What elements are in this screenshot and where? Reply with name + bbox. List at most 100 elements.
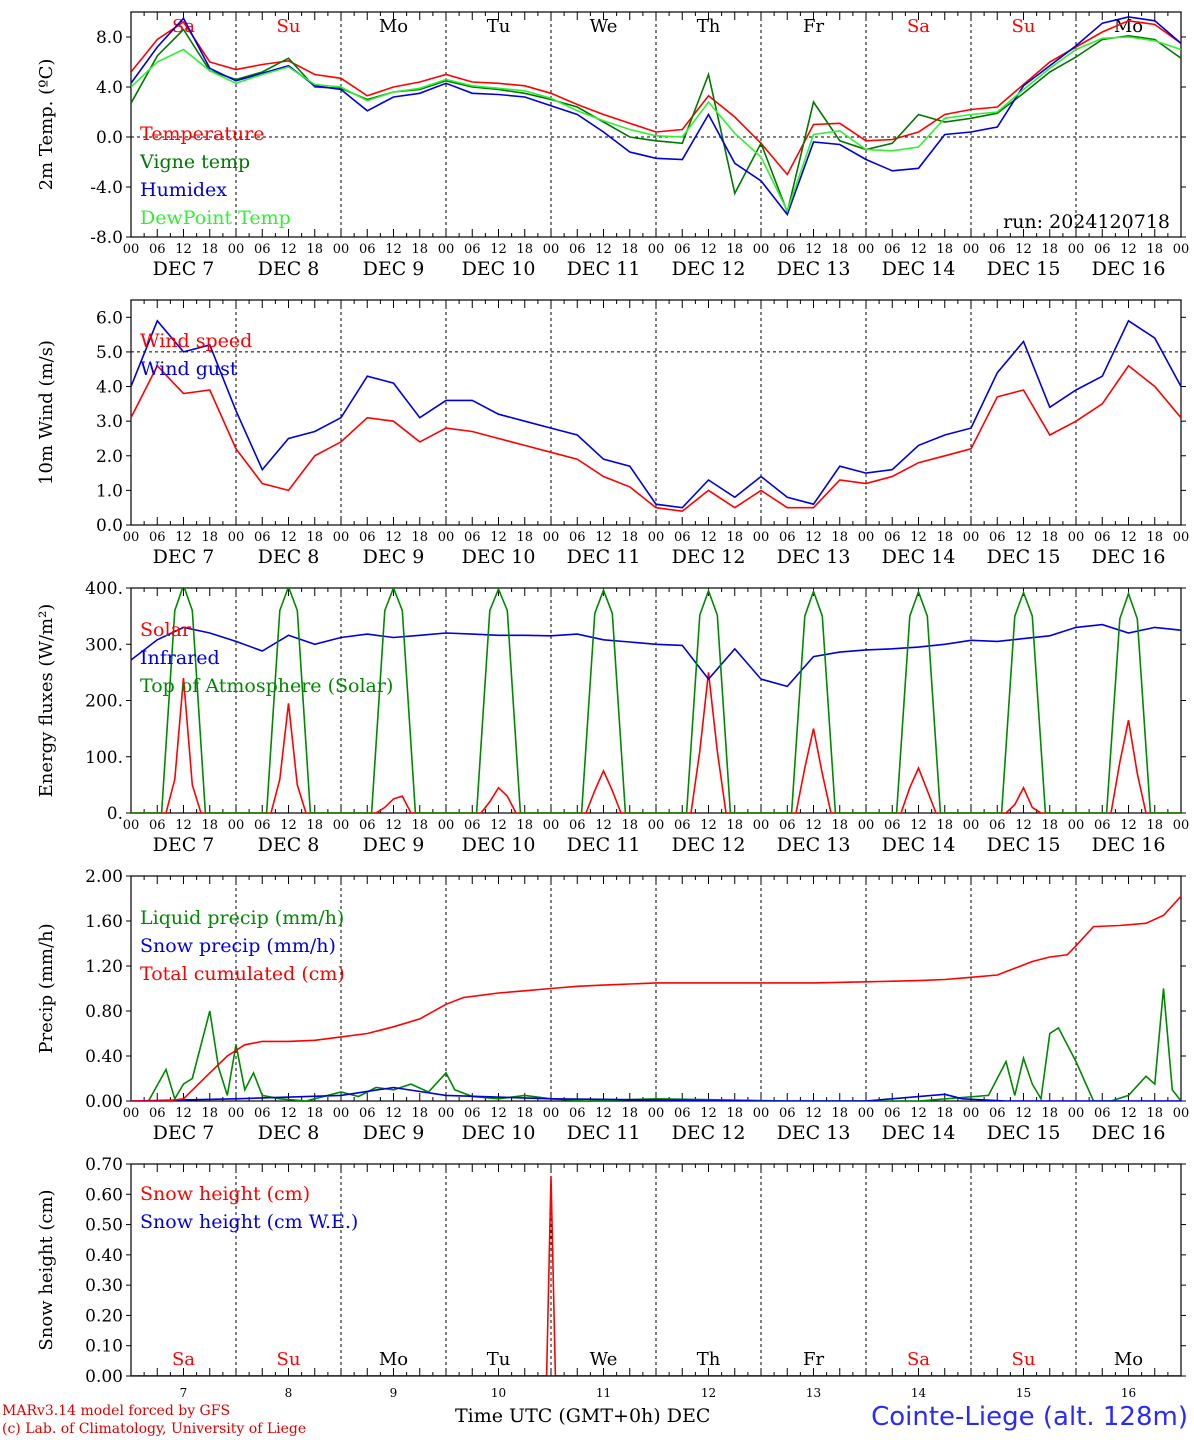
date-label: DEC 11 (567, 1122, 641, 1144)
y-tick-label: 0.00 (85, 1367, 123, 1387)
legend-entry: DewPoint Temp (140, 207, 291, 229)
y-tick-label: 300. (85, 635, 123, 655)
hour-tick-label: 12 (910, 818, 927, 833)
date-label: DEC 8 (258, 258, 320, 280)
hour-tick-label: 12 (1120, 1106, 1137, 1121)
hour-tick-label: 06 (359, 1106, 376, 1121)
hour-tick-label: 06 (884, 530, 901, 545)
date-label: DEC 9 (363, 834, 425, 856)
date-label: DEC 13 (777, 546, 851, 568)
y-tick-label: 200. (85, 692, 123, 712)
date-label: DEC 14 (882, 1122, 956, 1144)
date-label: DEC 10 (462, 546, 536, 568)
date-label: DEC 16 (1092, 834, 1166, 856)
legend-entry: Total cumulated (cm) (140, 963, 345, 985)
hour-tick-label: 18 (726, 242, 743, 257)
y-tick-label: 100. (85, 748, 123, 768)
date-label: DEC 16 (1092, 1122, 1166, 1144)
hour-tick-label: 12 (1015, 818, 1032, 833)
hour-tick-label: 12 (910, 530, 927, 545)
run-label: run: 2024120718 (1003, 211, 1170, 233)
hour-tick-label: 06 (779, 818, 796, 833)
hour-tick-label: 06 (464, 530, 481, 545)
date-label: DEC 7 (153, 1122, 215, 1144)
hour-tick-label: 18 (1041, 242, 1058, 257)
y-tick-label: -4.0 (90, 178, 123, 198)
series-line-snow-precip-mm-h- (131, 1086, 1181, 1101)
date-label: DEC 12 (672, 258, 746, 280)
hour-tick-label: 06 (149, 1106, 166, 1121)
hour-tick-label: 06 (1094, 530, 1111, 545)
hour-tick-label: 18 (726, 818, 743, 833)
station-label: Cointe-Liege (alt. 128m) (871, 1402, 1188, 1432)
y-tick-label: 5.0 (96, 343, 123, 363)
hour-tick-label: 18 (936, 530, 953, 545)
date-label: DEC 14 (882, 258, 956, 280)
hour-tick-label: 12 (490, 242, 507, 257)
weekday-label: Sa (907, 16, 930, 37)
weekday-label: Su (277, 16, 301, 37)
hour-tick-label: 00 (438, 530, 455, 545)
weekday-label: Mo (379, 1349, 408, 1370)
hour-tick-label: 00 (648, 818, 665, 833)
hour-tick-label: 18 (936, 1106, 953, 1121)
hour-tick-label: 06 (779, 242, 796, 257)
hour-tick-label: 00 (333, 818, 350, 833)
hour-tick-label: 18 (1041, 818, 1058, 833)
hour-tick-label: 12 (280, 818, 297, 833)
hour-tick-label: 00 (1173, 818, 1190, 833)
hour-tick-label: 18 (516, 242, 533, 257)
weekday-label: Mo (379, 16, 408, 37)
hour-tick-label: 06 (989, 242, 1006, 257)
weekday-label: We (590, 16, 618, 37)
hour-tick-label: 06 (254, 530, 271, 545)
legend-entry: Solar (140, 619, 192, 641)
date-label: DEC 15 (987, 1122, 1061, 1144)
y-axis-title: Energy fluxes (W/m²) (36, 604, 57, 798)
y-tick-label: 0.30 (85, 1276, 123, 1296)
hour-tick-label: 00 (543, 530, 560, 545)
series-line-infrared (131, 623, 1181, 688)
hour-tick-label: 06 (254, 1106, 271, 1121)
y-tick-label: 6.0 (96, 308, 123, 328)
legend-entry: Wind gust (140, 358, 238, 380)
hour-tick-label: 18 (831, 1106, 848, 1121)
y-tick-label: 0.0 (96, 128, 123, 148)
hour-tick-label: 00 (123, 242, 140, 257)
series-group (131, 1176, 1181, 1376)
hour-tick-label: 06 (674, 530, 691, 545)
date-label: DEC 16 (1092, 258, 1166, 280)
hour-tick-label: 06 (1094, 1106, 1111, 1121)
hour-tick-label: 18 (1146, 818, 1163, 833)
weekday-label: Mo (1114, 1349, 1143, 1370)
hour-tick-label: 12 (385, 242, 402, 257)
weekday-label: Su (277, 1349, 301, 1370)
hour-tick-label: 12 (595, 818, 612, 833)
y-tick-label: 0.70 (85, 1155, 123, 1175)
hour-tick-label: 06 (884, 1106, 901, 1121)
hour-tick-label: 00 (333, 242, 350, 257)
hour-tick-label: 06 (1094, 242, 1111, 257)
hour-tick-label: 06 (569, 1106, 586, 1121)
hour-tick-label: 06 (464, 818, 481, 833)
series-line-snow-height-cm- (131, 1176, 1181, 1376)
date-label: DEC 13 (777, 258, 851, 280)
hour-tick-label: 00 (438, 1106, 455, 1121)
hour-tick-label: 06 (989, 818, 1006, 833)
hour-tick-label: 12 (280, 1106, 297, 1121)
hour-tick-label: 18 (201, 818, 218, 833)
hour-tick-label: 00 (753, 818, 770, 833)
series-group (131, 895, 1181, 1101)
series-group (131, 16, 1181, 217)
hour-tick-label: 12 (280, 530, 297, 545)
hour-tick-label: 18 (201, 242, 218, 257)
hour-tick-label: 06 (569, 818, 586, 833)
date-label: DEC 8 (258, 546, 320, 568)
hour-tick-label: 06 (254, 818, 271, 833)
hour-tick-label: 12 (385, 818, 402, 833)
panel-frame (130, 11, 1182, 238)
date-label: DEC 8 (258, 834, 320, 856)
series-line-total-cumulated-cm- (131, 895, 1181, 1101)
y-tick-label: 0.0 (96, 516, 123, 536)
